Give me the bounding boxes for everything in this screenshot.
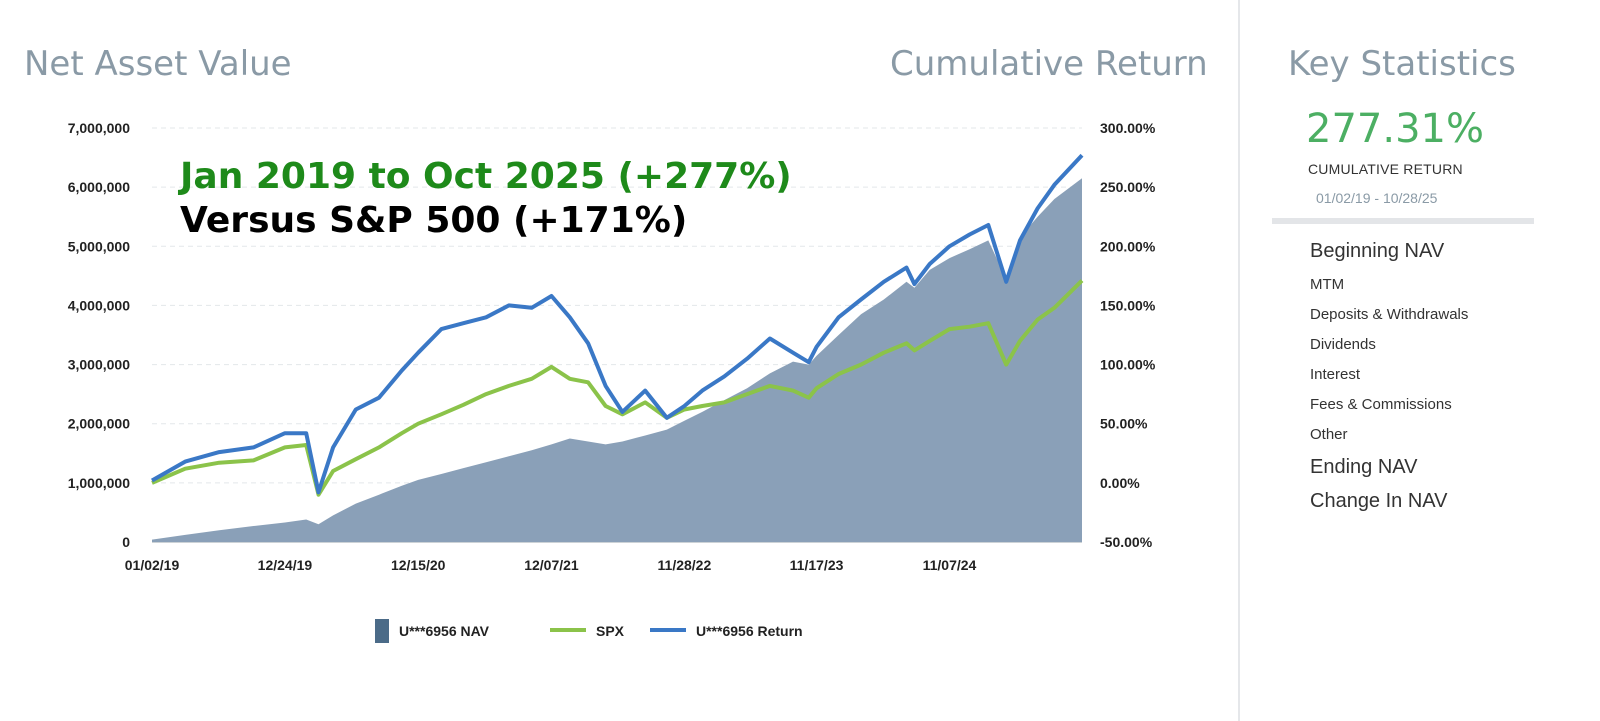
y-right-tick-label: 100.00% (1100, 357, 1156, 373)
stats-item-beginning-nav: Beginning NAV (1310, 240, 1445, 262)
cumulative-return-label: CUMULATIVE RETURN (1308, 161, 1463, 177)
legend-label: SPX (596, 623, 625, 639)
y-right-tick-label: 0.00% (1100, 475, 1140, 491)
panel-divider (1238, 0, 1240, 721)
x-tick-label: 11/07/24 (923, 557, 977, 573)
stats-item-dividends: Dividends (1310, 336, 1376, 353)
nav-area (152, 178, 1082, 543)
nav-return-chart: 7,000,000 6,000,000 5,000,000 4,000,000 3,00… (68, 120, 1156, 643)
y-right-tick-label: 200.00% (1100, 238, 1156, 254)
y-left-tick-label: 0 (122, 534, 130, 550)
y-left-tick-label: 3,000,000 (68, 357, 130, 373)
x-tick-label: 01/02/19 (125, 557, 180, 573)
return-line (151, 153, 1084, 495)
y-left-tick-label: 5,000,000 (68, 238, 130, 254)
y-left-tick-label: 6,000,000 (68, 179, 130, 195)
x-tick-label: 11/28/22 (658, 557, 712, 573)
overlay-headline: Jan 2019 to Oct 2025 (+277%) (177, 156, 792, 197)
y-right-tick-label: -50.00% (1100, 534, 1153, 550)
nav-chart-title: Net Asset Value (24, 44, 292, 84)
spx-line (151, 279, 1084, 497)
y-left-tick-label: 4,000,000 (68, 297, 130, 313)
stats-item-deposits-withdrawals: Deposits & Withdrawals (1310, 306, 1469, 323)
y-right-tick-label: 50.00% (1100, 416, 1148, 432)
legend-swatch-nav (375, 619, 389, 643)
overlay-subheadline: Versus S&P 500 (+171%) (180, 200, 687, 241)
legend-label: U***6956 NAV (399, 623, 490, 639)
y-right-tick-label: 250.00% (1100, 179, 1156, 195)
cumulative-return-value: 277.31% (1306, 106, 1484, 152)
stats-item-interest: Interest (1310, 366, 1361, 383)
stats-item-fees-commissions: Fees & Commissions (1310, 396, 1452, 413)
stats-item-mtm: MTM (1310, 276, 1345, 293)
x-tick-label: 12/15/20 (391, 557, 446, 573)
y-left-tick-label: 2,000,000 (68, 416, 130, 432)
key-statistics-title: Key Statistics (1288, 44, 1516, 84)
stats-item-ending-nav: Ending NAV (1310, 456, 1418, 478)
x-tick-label: 12/07/21 (524, 557, 579, 573)
stats-item-other: Other (1310, 426, 1348, 443)
y-left-tick-label: 7,000,000 (68, 120, 130, 136)
legend-label: U***6956 Return (696, 623, 803, 639)
y-right-tick-label: 150.00% (1100, 297, 1156, 313)
y-left-tick-label: 1,000,000 (68, 475, 130, 491)
return-chart-title: Cumulative Return (890, 44, 1208, 84)
legend-swatch-spx (550, 628, 586, 632)
x-tick-label: 11/17/23 (790, 557, 844, 573)
date-range: 01/02/19 - 10/28/25 (1316, 190, 1438, 206)
stats-separator (1272, 218, 1534, 224)
legend-swatch-return (650, 628, 686, 632)
stats-item-change-in-nav: Change In NAV (1310, 490, 1448, 512)
x-tick-label: 12/24/19 (258, 557, 313, 573)
y-right-tick-label: 300.00% (1100, 120, 1156, 136)
